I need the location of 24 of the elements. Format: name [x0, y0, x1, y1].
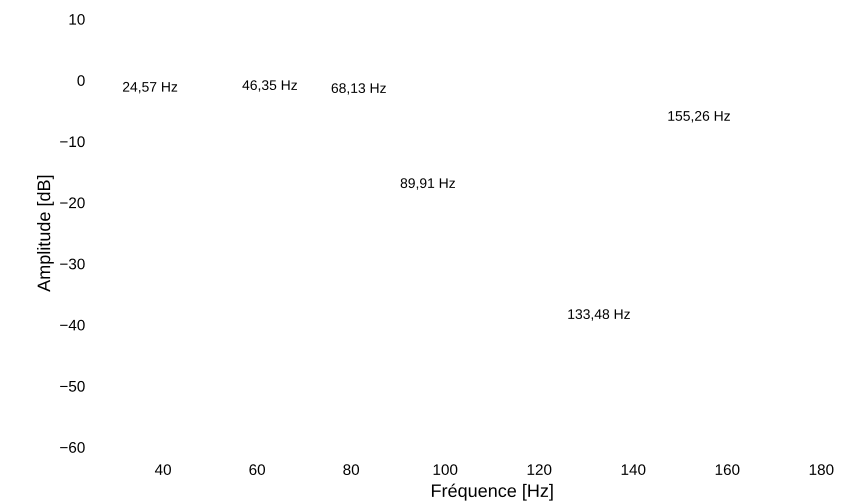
annotation: 24,57 Hz [122, 82, 178, 94]
y-tick-label: 10 [69, 14, 85, 25]
x-axis-title: Fréquence [Hz] [432, 484, 553, 501]
y-tick-label: −60 [60, 442, 85, 453]
y-tick-label: −30 [60, 258, 85, 270]
annotation: 89,91 Hz [400, 178, 455, 190]
y-tick-label: −50 [60, 380, 85, 392]
y-tick-label: 0 [77, 75, 85, 86]
x-tick-label: 120 [528, 464, 552, 476]
x-tick-label: 60 [249, 464, 266, 476]
y-axis-title: Amplitude [dB] [37, 176, 54, 292]
annotation: 155,26 Hz [668, 111, 730, 123]
x-tick-label: 40 [154, 464, 171, 476]
y-tick-label: −20 [60, 197, 85, 208]
y-tick-label: −40 [60, 320, 85, 331]
annotation: 68,13 Hz [332, 83, 386, 95]
y-tick-label: −10 [60, 136, 85, 148]
x-tick-label: 140 [622, 464, 646, 476]
x-tick-label: 160 [716, 464, 740, 476]
annotation: 46,35 Hz [242, 80, 297, 92]
annotation: 133,48 Hz [568, 309, 630, 321]
x-tick-label: 100 [434, 464, 458, 476]
x-tick-label: 180 [810, 464, 834, 476]
x-tick-label: 80 [343, 464, 360, 476]
